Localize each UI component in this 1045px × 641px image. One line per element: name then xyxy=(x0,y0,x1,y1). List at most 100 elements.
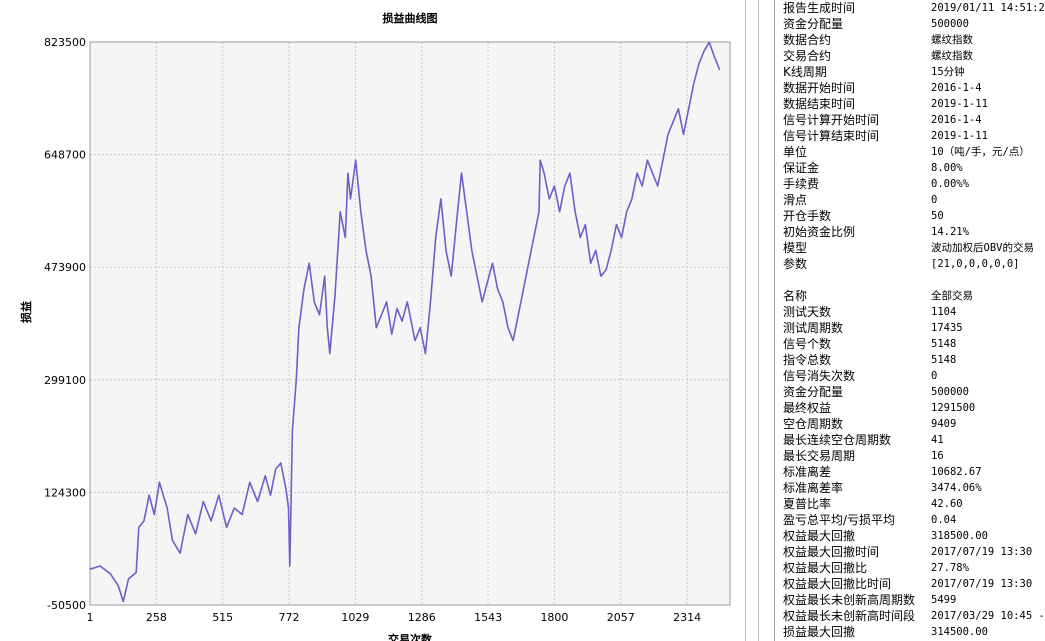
stats-key: 标准离差率 xyxy=(783,481,844,495)
x-tick-label: 772 xyxy=(279,611,300,624)
y-axis-label: 损益 xyxy=(19,301,33,323)
x-axis-label: 交易次数 xyxy=(388,632,433,641)
stats-row: 指令总数 5148 xyxy=(775,352,1045,368)
stats-row: 滑点 0 xyxy=(775,192,1045,208)
stats-key: 标准离差 xyxy=(783,465,832,479)
plot-background xyxy=(90,42,730,605)
stats-row: 最长连续空仓周期数 41 xyxy=(775,432,1045,448)
stats-value: 波动加权后OBV的交易 xyxy=(931,242,1034,254)
stats-value: 0 xyxy=(931,370,938,382)
y-tick-label: 473900 xyxy=(44,261,86,274)
stats-key: 手续费 xyxy=(783,177,820,191)
stats-row: 信号消失次数 0 xyxy=(775,368,1045,384)
series-layer xyxy=(89,41,721,603)
pnl-series-line xyxy=(89,41,721,603)
stats-key: 最终权益 xyxy=(783,401,832,415)
stats-row: 数据合约 螺纹指数 xyxy=(775,32,1045,48)
stats-key: 信号计算结束时间 xyxy=(783,129,880,143)
stats-key: 损益最大回撤 xyxy=(783,625,856,639)
x-tick-label: 1800 xyxy=(540,611,568,624)
pnl-chart: 823500 648700 473900 299100 124300 -50500 1 258… xyxy=(19,11,731,641)
stats-value: 5148 xyxy=(931,338,957,350)
stats-row: 权益最大回撤比时间 2017/07/19 13:30 xyxy=(775,576,1045,592)
stats-value: 2016-1-4 xyxy=(931,82,982,94)
panel-border xyxy=(774,0,775,641)
stats-value: 10682.67 xyxy=(931,466,982,478)
stats-row: 空仓周期数 9409 xyxy=(775,416,1045,432)
stats-row: 手续费 0.00%% xyxy=(775,176,1045,192)
stats-row: 权益最大回撤 318500.00 xyxy=(775,528,1045,544)
x-tick-label: 1286 xyxy=(408,611,436,624)
stats-key: 权益最大回撤时间 xyxy=(783,545,880,559)
grid-lines xyxy=(89,41,731,606)
stats-key: 数据开始时间 xyxy=(783,81,856,95)
stats-row: 初始资金比例 14.21% xyxy=(775,224,1045,240)
stats-key: 交易合约 xyxy=(783,49,832,63)
stats-key: 权益最大回撤比 xyxy=(783,561,868,575)
stats-row: 损益最大回撤 314500.00 xyxy=(775,624,1045,640)
stats-value: 0 xyxy=(931,194,938,206)
x-tick-label: 1029 xyxy=(341,611,369,624)
stats-value: 2017/07/19 13:30 xyxy=(931,578,1033,590)
stats-row: 最终权益 1291500 xyxy=(775,400,1045,416)
stats-value: 2019/01/11 14:51:22 xyxy=(931,2,1045,14)
stats-key xyxy=(775,272,931,288)
x-tick-label: 2057 xyxy=(607,611,635,624)
stats-key: 报告生成时间 xyxy=(783,1,856,15)
stats-key: 资金分配量 xyxy=(783,385,844,399)
stats-key: 测试天数 xyxy=(783,305,832,319)
stats-row: 盈亏总平均/亏损平均 0.04 xyxy=(775,512,1045,528)
chart-title: 损益曲线图 xyxy=(383,11,438,25)
stats-key: 最长交易周期 xyxy=(783,449,856,463)
y-tick-label: 823500 xyxy=(44,36,86,49)
stats-row: 测试周期数 17435 xyxy=(775,320,1045,336)
stats-value: 1291500 xyxy=(931,402,976,414)
stats-value: 15分钟 xyxy=(931,66,965,78)
stats-row: 资金分配量 500000 xyxy=(775,16,1045,32)
stats-value: 螺纹指数 xyxy=(931,50,973,62)
stats-key: 测试周期数 xyxy=(783,321,844,335)
stats-key: 保证金 xyxy=(783,161,820,175)
y-tick-label: -50500 xyxy=(47,599,86,612)
stats-value: 0.00%% xyxy=(931,178,969,190)
stats-value: 10（吨/手，元/点） xyxy=(931,146,1030,158)
stats-row: 标准离差率 3474.06% xyxy=(775,480,1045,496)
stats-row: 数据结束时间 2019-1-11 xyxy=(775,96,1045,112)
x-tick-label: 1543 xyxy=(474,611,502,624)
y-tick-label: 124300 xyxy=(44,486,86,499)
stats-value: 42.60 xyxy=(931,498,963,510)
stats-row: 测试天数 1104 xyxy=(775,304,1045,320)
stats-value: 9409 xyxy=(931,418,957,430)
stats-value: 2016-1-4 xyxy=(931,114,982,126)
stats-row: 夏普比率 42.60 xyxy=(775,496,1045,512)
stats-table: 报告生成时间 2019/01/11 14:51:22 资金分配量 500000 数据合约… xyxy=(775,0,1045,640)
x-tick-label: 1 xyxy=(87,611,94,624)
stats-key: 模型 xyxy=(783,241,808,255)
stats-key: 资金分配量 xyxy=(783,17,844,31)
stats-value: 螺纹指数 xyxy=(931,34,973,46)
stats-row: 报告生成时间 2019/01/11 14:51:22 xyxy=(775,0,1045,16)
stats-key: 权益最大回撤 xyxy=(783,529,856,543)
stats-value: 2019-1-11 xyxy=(931,98,988,110)
stats-row: 数据开始时间 2016-1-4 xyxy=(775,80,1045,96)
stats-value: 500000 xyxy=(931,386,969,398)
stats-value: 41 xyxy=(931,434,944,446)
stats-value: 全部交易 xyxy=(931,290,973,302)
y-tick-label: 299100 xyxy=(44,374,86,387)
stats-key: 开仓手数 xyxy=(783,209,832,223)
stats-value: 318500.00 xyxy=(931,530,988,542)
stats-value: 1104 xyxy=(931,306,957,318)
stats-key: 权益最大回撤比时间 xyxy=(783,577,892,591)
stats-value: 16 xyxy=(931,450,944,462)
stats-value: 2017/03/29 10:45 - xyxy=(931,610,1045,622)
x-tick-label: 258 xyxy=(146,611,167,624)
stats-row: 单位 10（吨/手，元/点） xyxy=(775,144,1045,160)
stats-key: 最长连续空仓周期数 xyxy=(783,433,892,447)
stats-row: 参数 [21,0,0,0,0,0] xyxy=(775,256,1045,272)
stats-row: 最长交易周期 16 xyxy=(775,448,1045,464)
stats-row: 权益最长未创新高周期数 5499 xyxy=(775,592,1045,608)
stats-key: 名称 xyxy=(783,289,808,303)
stats-value: [21,0,0,0,0,0] xyxy=(931,258,1020,270)
